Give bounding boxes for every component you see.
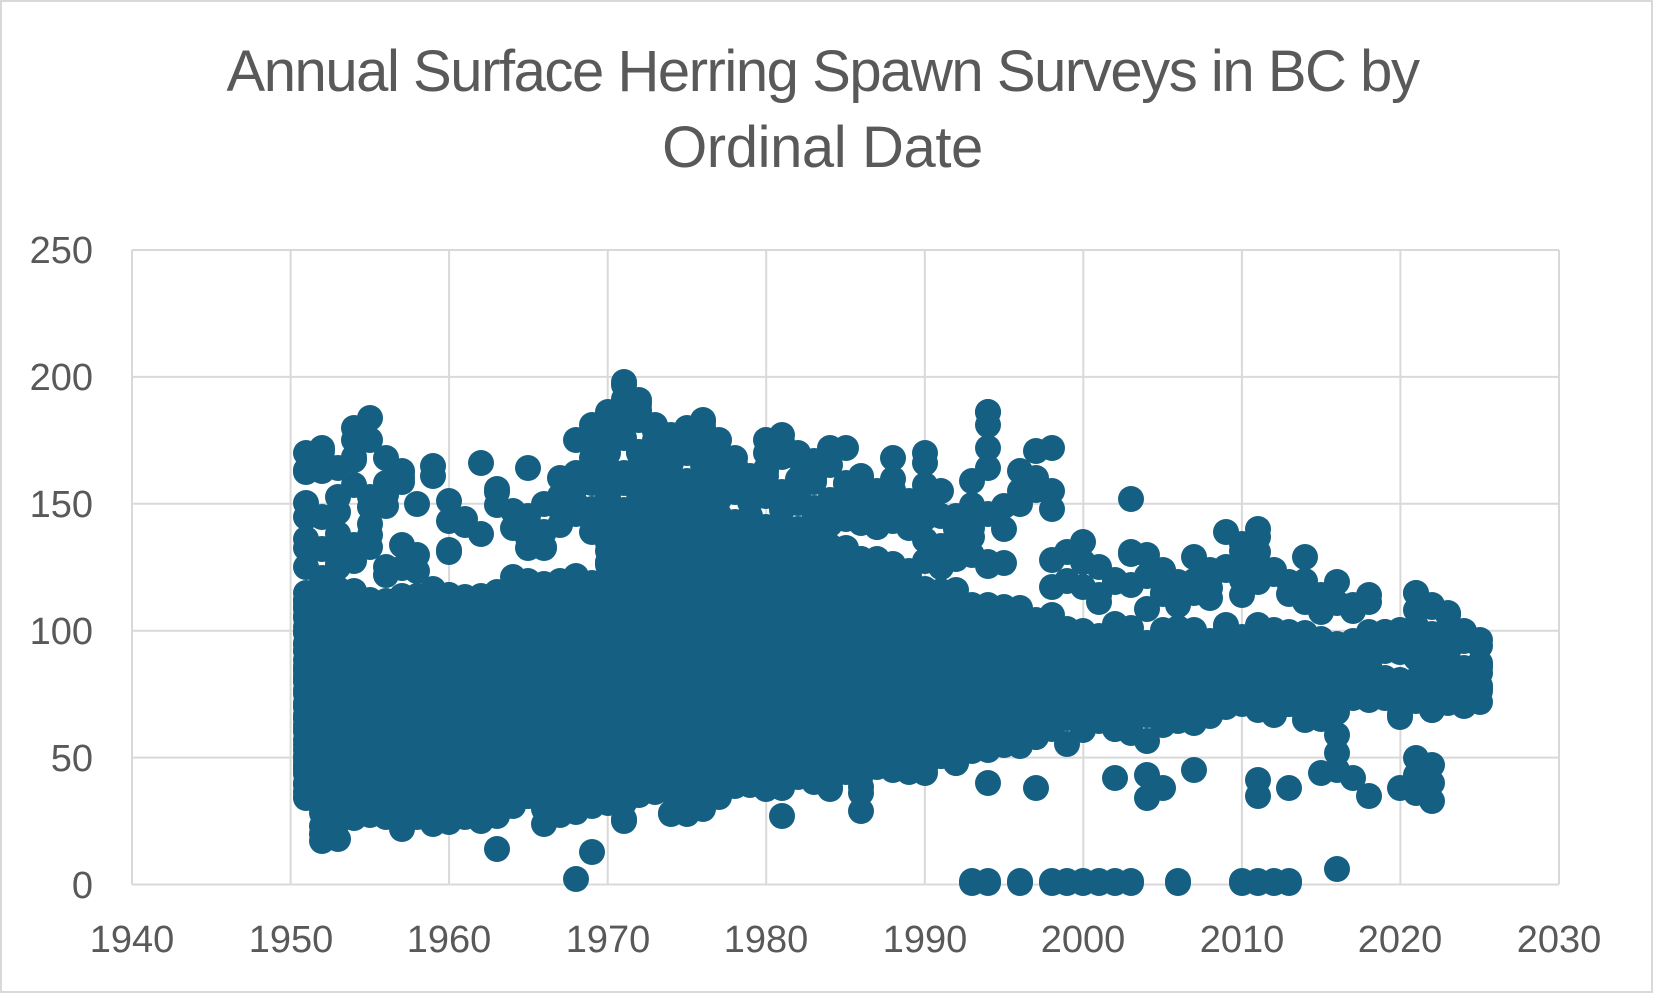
svg-text:200: 200	[30, 357, 93, 399]
svg-text:1940: 1940	[90, 919, 175, 961]
svg-text:1990: 1990	[883, 919, 968, 961]
svg-text:2020: 2020	[1358, 919, 1443, 961]
svg-text:1960: 1960	[407, 919, 492, 961]
svg-text:250: 250	[30, 230, 93, 272]
svg-text:100: 100	[30, 611, 93, 653]
svg-text:1970: 1970	[566, 919, 651, 961]
svg-text:2030: 2030	[1517, 919, 1602, 961]
svg-text:150: 150	[30, 484, 93, 526]
svg-text:0: 0	[72, 865, 93, 907]
svg-text:2000: 2000	[1041, 919, 1126, 961]
svg-text:1950: 1950	[249, 919, 334, 961]
svg-text:50: 50	[51, 738, 93, 780]
svg-text:1980: 1980	[724, 919, 809, 961]
svg-text:2010: 2010	[1200, 919, 1285, 961]
